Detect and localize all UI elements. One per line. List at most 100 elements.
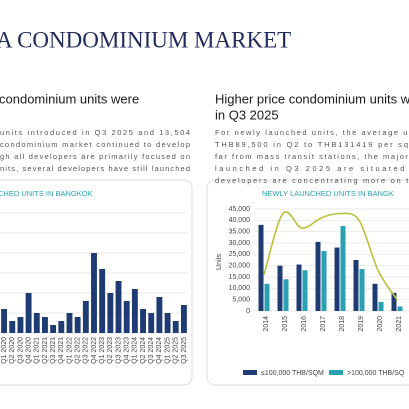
page-title: A CONDOMINIUM MARKET	[0, 27, 291, 52]
x-tick-label: 2018	[339, 316, 346, 332]
y-tick-label: 0	[246, 308, 250, 315]
section-heading: condominium units were	[0, 91, 139, 106]
legend-label: >100,000 THB/SQ	[347, 370, 405, 377]
bar	[131, 289, 138, 333]
bar	[180, 305, 187, 333]
paragraph-line: far from mass transit stations, the majo…	[215, 152, 409, 161]
bar	[264, 283, 270, 311]
bar	[391, 292, 397, 311]
bar	[82, 301, 89, 333]
right-panel	[206, 179, 409, 386]
x-tick-label: Q2 2020	[9, 337, 16, 364]
bar	[123, 301, 130, 333]
paragraph-line: For newly launched units, the average un…	[215, 128, 409, 137]
x-tick-label: Q4 2021	[58, 337, 65, 364]
x-tick-label: Q1 2025	[164, 337, 171, 364]
bar	[58, 321, 65, 333]
bar	[91, 253, 97, 333]
x-tick-label: Q3 2020	[17, 337, 24, 364]
bar	[50, 325, 57, 333]
bar	[334, 247, 340, 311]
x-tick-label: Q2 2021	[42, 337, 49, 364]
x-tick-label: 2017	[320, 316, 327, 332]
x-tick-label: Q1 2020	[1, 337, 8, 364]
x-tick-label: Q1 2023	[99, 337, 106, 364]
bar	[17, 317, 24, 333]
paragraph-line: units introduced in Q3 2025 and 13,504	[0, 128, 190, 137]
y-tick-label: 40,000	[229, 217, 251, 224]
y-tick-label: 20,000	[229, 263, 251, 270]
legend-label: ≤100,000 THB/SQM	[261, 370, 324, 377]
paragraph-line: developers are concentrating more on the	[215, 176, 409, 185]
legend-swatch	[243, 370, 257, 375]
section-heading: Higher price condominium units w	[215, 91, 409, 106]
x-tick-label: Q1 2021	[34, 337, 41, 364]
bar	[353, 260, 359, 311]
x-tick-label: 2015	[282, 316, 289, 332]
bar	[25, 293, 32, 333]
y-tick-label: 15,000	[229, 274, 251, 281]
bar	[277, 265, 283, 311]
x-tick-label: Q4 2024	[156, 337, 163, 364]
y-tick-label: 30,000	[229, 240, 251, 247]
bar	[156, 297, 163, 333]
x-tick-label: Q4 2023	[124, 337, 131, 364]
bar	[340, 226, 346, 311]
paragraph-line: gh all developers are primarily focused …	[0, 152, 190, 161]
bar	[164, 313, 171, 333]
bar	[378, 301, 384, 311]
bar	[140, 309, 146, 333]
paragraph-line: THB89,500 in Q2 to THB131419 per sq m	[215, 140, 409, 149]
bar	[148, 313, 155, 333]
bar	[315, 241, 321, 311]
x-tick-label: Q3 2025	[181, 337, 188, 364]
bar	[258, 224, 264, 311]
x-tick-label: Q2 2022	[74, 337, 81, 364]
bar	[172, 321, 179, 333]
bar	[107, 293, 114, 333]
bar	[372, 283, 378, 311]
bar	[283, 279, 289, 311]
paragraph-line: condominium market continued to develop	[0, 140, 190, 149]
bar	[302, 270, 308, 311]
chart-title: NEWLY LAUNCHED UNITS IN BANGK	[262, 189, 394, 198]
bar	[9, 321, 16, 333]
x-tick-label: Q1 2022	[66, 337, 73, 364]
paragraph-line: nits, several developers have still laun…	[0, 164, 190, 173]
x-tick-label: 2019	[358, 316, 365, 332]
y-axis-label: Units	[216, 254, 223, 270]
bar	[66, 313, 73, 333]
x-tick-label: Q4 2020	[25, 337, 32, 364]
x-tick-label: Q1 2024	[132, 337, 139, 364]
bar	[99, 269, 106, 333]
x-tick-label: Q4 2022	[91, 337, 98, 364]
legend-swatch	[329, 370, 343, 375]
bar	[1, 309, 8, 333]
x-tick-label: Q3 2023	[115, 337, 122, 364]
left-panel	[0, 179, 193, 386]
y-tick-label: 10,000	[229, 285, 251, 292]
bar	[33, 313, 40, 333]
chart-title: CHED UNITS IN BANGKOK	[0, 189, 93, 198]
y-tick-label: 25,000	[229, 251, 251, 258]
x-tick-label: Q3 2021	[50, 337, 57, 364]
x-tick-label: 2021	[396, 316, 403, 332]
bar	[115, 281, 122, 333]
line	[263, 211, 398, 301]
x-tick-label: 2014	[263, 316, 270, 332]
x-tick-label: Q2 2025	[173, 337, 180, 364]
paragraph-line: launched in Q3 2025 are situated in	[215, 164, 409, 173]
x-tick-label: Q3 2022	[83, 337, 90, 364]
bar	[359, 269, 365, 311]
bar	[321, 250, 327, 311]
bar	[42, 317, 48, 333]
bar	[74, 317, 81, 333]
y-tick-label: 45,000	[229, 206, 251, 213]
x-tick-label: Q3 2024	[148, 337, 155, 364]
y-tick-label: 5,000	[232, 297, 250, 304]
y-tick-label: 35,000	[229, 229, 251, 236]
x-tick-label: Q2 2024	[140, 337, 147, 364]
x-tick-label: Q2 2023	[107, 337, 114, 364]
